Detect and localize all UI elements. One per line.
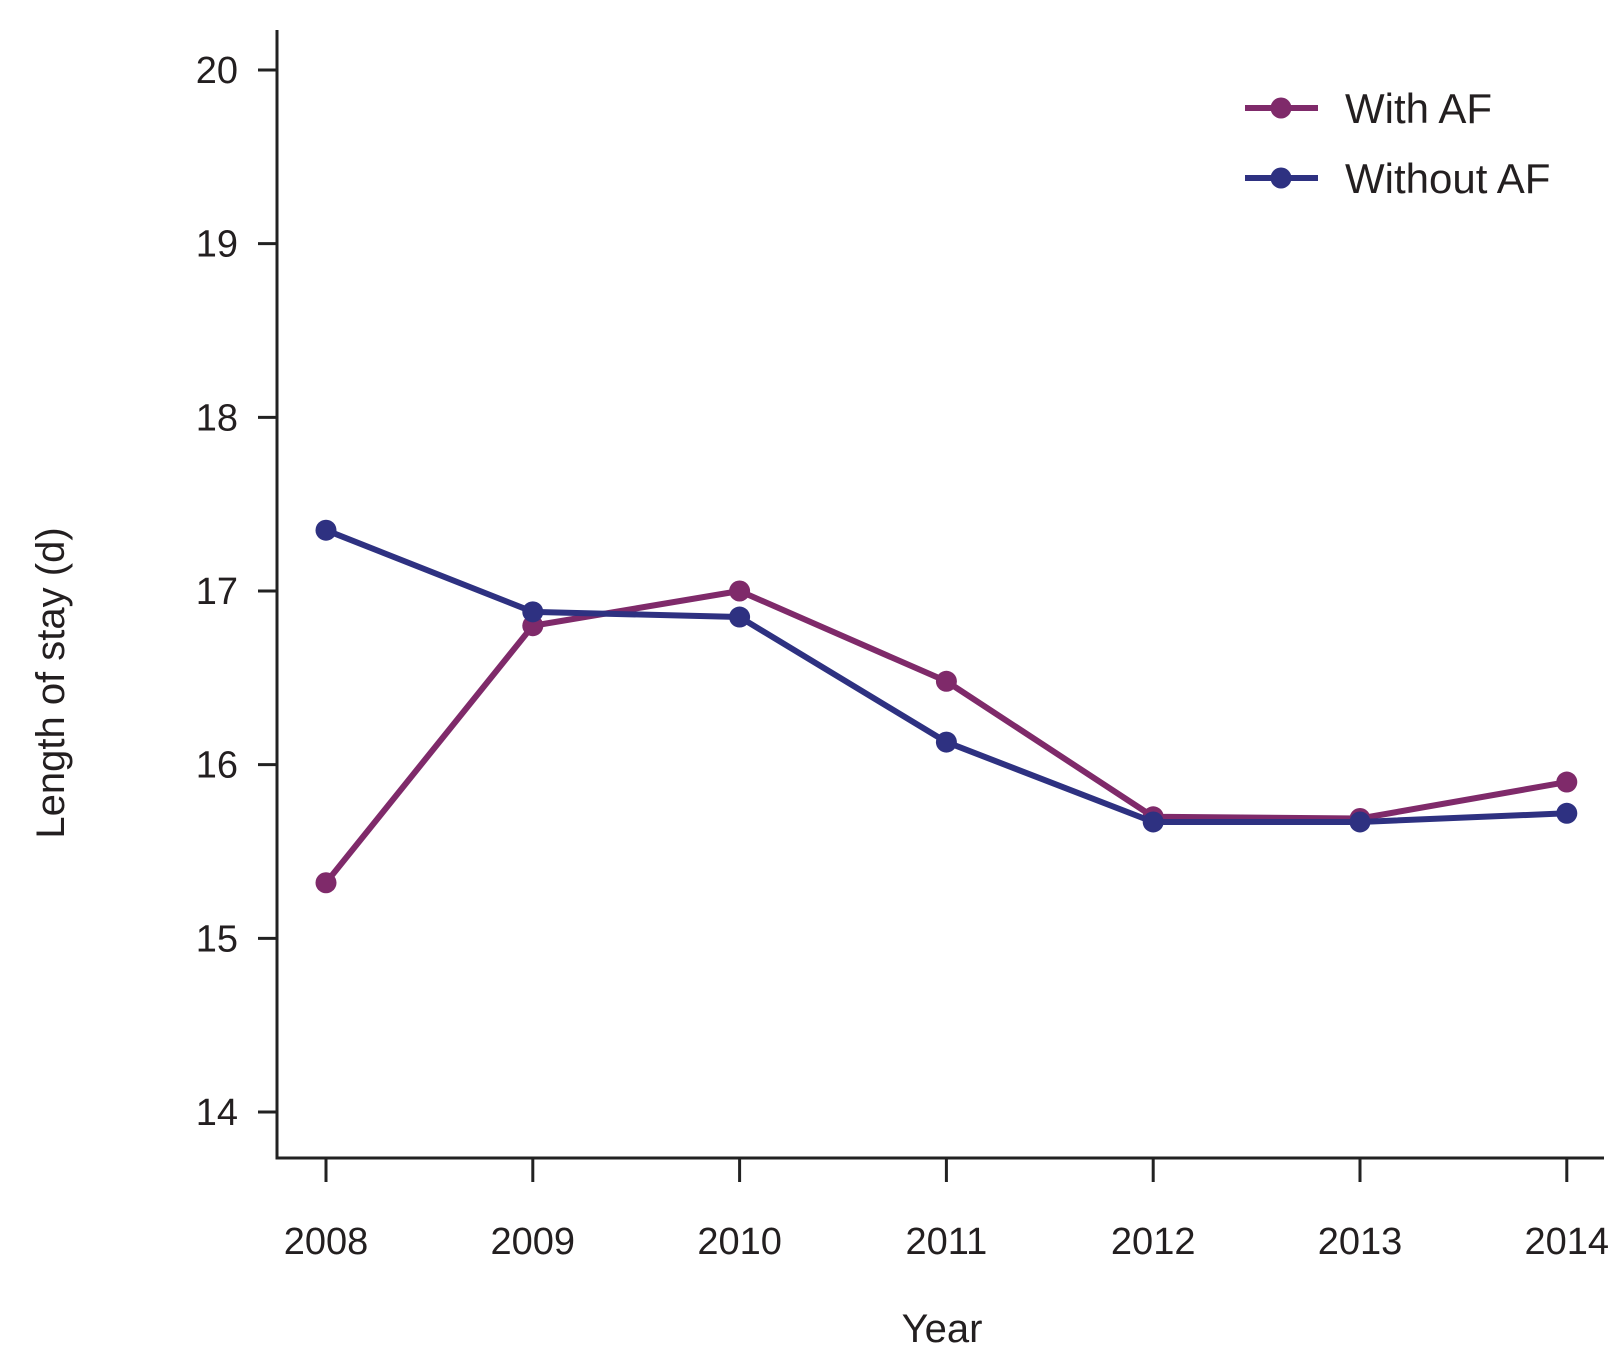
data-point-without-af: [1349, 811, 1371, 833]
y-tick-label: 15: [196, 918, 238, 960]
y-tick-label: 18: [196, 397, 238, 439]
legend-swatch-marker: [1270, 97, 1292, 119]
legend-item-with-af: With AF: [1245, 85, 1492, 132]
x-tick-label: 2011: [906, 1221, 988, 1263]
data-point-with-af: [1556, 771, 1578, 793]
y-tick-label: 20: [196, 50, 238, 92]
data-point-without-af: [315, 519, 337, 541]
x-tick-label: 2008: [284, 1221, 369, 1263]
x-tick-label: 2012: [1111, 1221, 1196, 1263]
series-layer: [315, 519, 1578, 894]
y-tick-label: 17: [196, 571, 238, 613]
data-point-with-af: [315, 872, 337, 894]
data-point-without-af: [935, 731, 957, 753]
x-tick-label: 2009: [491, 1221, 576, 1263]
x-tick-label: 2010: [697, 1221, 782, 1263]
x-tick-label: 2014: [1525, 1221, 1610, 1263]
legend-label: With AF: [1345, 85, 1492, 132]
x-tick-label: 2013: [1318, 1221, 1403, 1263]
legend-label: Without AF: [1345, 155, 1550, 202]
y-axis-title: Length of stay (d): [29, 527, 73, 838]
data-point-with-af: [935, 670, 957, 692]
axes: [275, 30, 1604, 1160]
series-without-af: [315, 519, 1578, 833]
y-tick-label: 19: [196, 224, 238, 266]
x-axis-title: Year: [902, 1307, 983, 1351]
data-point-without-af: [729, 606, 751, 628]
y-tick-label: 16: [196, 745, 238, 787]
legend: With AF Without AF: [1245, 85, 1550, 202]
data-point-without-af: [1142, 811, 1164, 833]
x-axis-ticks: 2008 2009 2010 2011 2012 2013 2014: [284, 1158, 1609, 1263]
y-tick-label: 14: [196, 1092, 238, 1134]
data-point-without-af: [1556, 802, 1578, 824]
legend-item-without-af: Without AF: [1245, 155, 1550, 202]
data-point-with-af: [729, 580, 751, 602]
data-point-without-af: [522, 601, 544, 623]
legend-swatch-marker: [1270, 167, 1292, 189]
y-axis-ticks: 14 15 16 17 18 19 20: [196, 50, 277, 1134]
